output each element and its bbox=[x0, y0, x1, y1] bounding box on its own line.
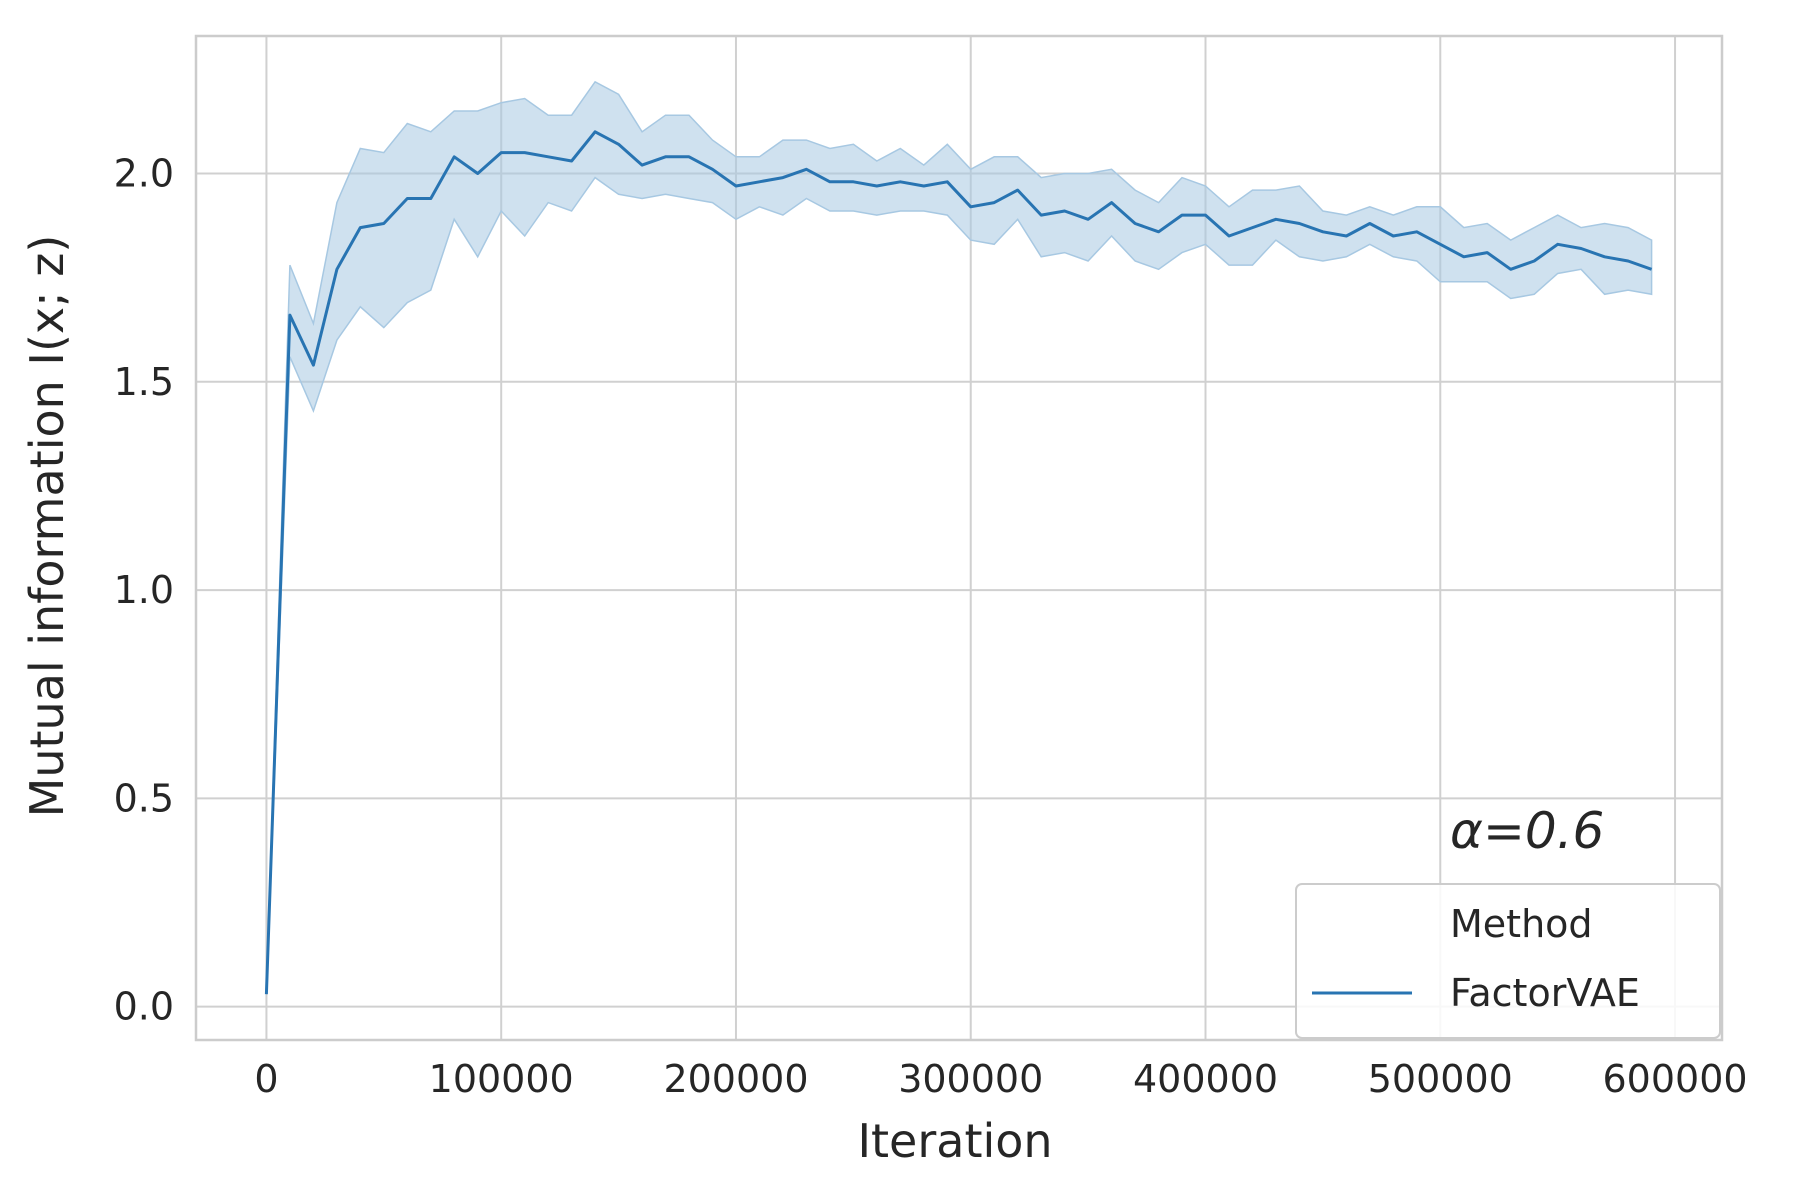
x-tick-label: 300000 bbox=[898, 1057, 1043, 1101]
series-line-factorvae bbox=[264, 130, 1653, 995]
y-tick-label: 1.0 bbox=[114, 568, 174, 612]
x-axis-title: Iteration bbox=[857, 1114, 1052, 1168]
x-tick-label: 100000 bbox=[429, 1057, 574, 1101]
legend-title: Method bbox=[1450, 902, 1593, 946]
x-tick-label: 500000 bbox=[1368, 1057, 1513, 1101]
alpha-annotation: α=0.6 bbox=[1450, 802, 1604, 860]
plot-frame bbox=[194, 34, 1724, 1042]
x-tick-label: 600000 bbox=[1603, 1057, 1748, 1101]
x-tick-label: 0 bbox=[254, 1057, 278, 1101]
y-tick-label: 0.5 bbox=[114, 776, 174, 820]
x-tick-labels: 0 100000 200000 300000 400000 500000 600000 bbox=[254, 1057, 1747, 1101]
y-axis-title: Mutual information I(x; z) bbox=[20, 235, 74, 818]
x-tick-label: 200000 bbox=[663, 1057, 808, 1101]
confidence-band bbox=[265, 80, 1653, 995]
series-line-group bbox=[264, 130, 1653, 995]
y-tick-labels: 0.0 0.5 1.0 1.5 2.0 bbox=[114, 151, 174, 1028]
y-tick-label: 1.5 bbox=[114, 360, 174, 404]
y-tick-label: 0.0 bbox=[114, 985, 174, 1029]
legend-label: FactorVAE bbox=[1450, 971, 1640, 1015]
y-tick-label: 2.0 bbox=[114, 151, 174, 195]
plot-border bbox=[194, 34, 1724, 1042]
confidence-band-group bbox=[265, 80, 1653, 995]
x-tick-label: 400000 bbox=[1133, 1057, 1278, 1101]
legend: Method FactorVAE bbox=[1295, 883, 1721, 1039]
legend-box bbox=[1295, 883, 1721, 1039]
